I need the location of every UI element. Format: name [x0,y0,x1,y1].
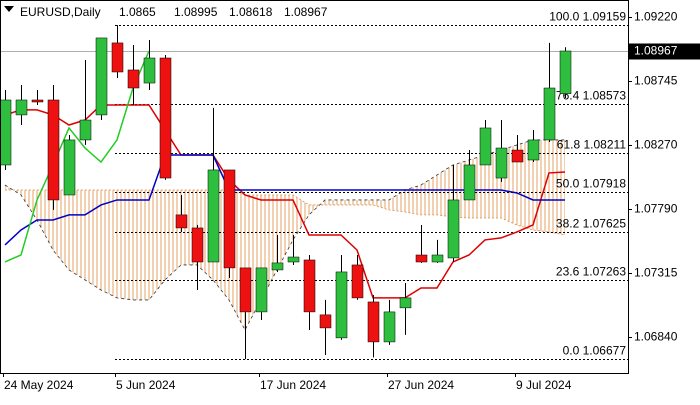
candle-body [560,51,571,94]
candle-body [144,58,155,83]
candle-body [528,140,539,160]
candle-body [48,100,59,200]
candle-body [16,100,27,115]
fib-label: 100.0 1.09159 [549,10,626,24]
candle-body [320,315,331,328]
candle-body [432,255,443,262]
candle-body [128,70,139,88]
fib-level: 0.0 [563,344,580,358]
candle-body [176,215,187,228]
fib-price: 1.06677 [583,344,627,358]
fib-price: 1.07625 [583,217,627,231]
fib-label: 50.0 1.07918 [556,177,626,191]
fib-label: 38.2 1.07625 [556,217,626,231]
current-price-label: 1.08967 [634,44,678,58]
x-tick-label: 27 Jun 2024 [388,378,454,392]
candle-body [96,38,107,115]
candle-body [80,120,91,140]
candle-body [272,263,283,270]
header-high: 1.08995 [174,5,218,19]
candle-body [160,58,171,178]
header-close: 1.08967 [284,5,328,19]
fib-label: 23.6 1.07263 [556,265,626,279]
candle-body [464,165,475,200]
y-tick-label: 1.08745 [634,74,678,88]
candle-body [400,298,411,308]
candle-body [304,260,315,312]
y-tick-label: 1.09220 [634,10,678,24]
fib-level: 50.0 [556,177,580,191]
chart-title: EURUSD,Daily [20,5,101,19]
header-low: 1.08618 [229,5,273,19]
x-tick-label: 17 Jun 2024 [260,378,326,392]
y-tick-label: 1.07315 [634,266,678,280]
candle-body [224,170,235,268]
candle-body [480,128,491,165]
fib-price: 1.09159 [583,10,627,24]
candle-body [112,43,123,72]
candle-body [384,312,395,342]
candle-body [240,268,251,312]
candle-body [208,170,219,262]
fib-level: 23.6 [556,265,580,279]
candle-body [256,268,267,312]
header-open: 1.0865 [119,5,156,19]
fib-label: 61.8 1.08211 [557,138,627,152]
candle-body [352,265,363,298]
y-tick-label: 1.06840 [634,330,678,344]
candle-body [192,228,203,262]
candle-body [0,100,11,165]
candle-body [448,200,459,258]
candle-body [544,88,555,140]
x-tick-label: 5 Jun 2024 [116,378,176,392]
x-tick-label: 9 Jul 2024 [516,378,572,392]
fib-price: 1.07918 [583,177,627,191]
candle-body [496,148,507,178]
fib-level: 61.8 [557,138,581,152]
y-tick-label: 1.08270 [634,138,678,152]
fib-price: 1.07263 [583,265,627,279]
candle-body [336,272,347,338]
fib-level: 38.2 [556,217,580,231]
candle-body [512,150,523,162]
candle-body [32,100,43,102]
candle-body [64,140,75,195]
y-tick-label: 1.07790 [634,202,678,216]
fib-label: 0.0 1.06677 [563,344,627,358]
fib-price: 1.08573 [583,89,627,103]
candle-body [416,255,427,262]
x-tick-label: 24 May 2024 [4,378,74,392]
candle-body [288,257,299,262]
candle-body [368,302,379,342]
fib-price: 1.08211 [584,138,627,152]
fib-level: 100.0 [549,10,579,24]
